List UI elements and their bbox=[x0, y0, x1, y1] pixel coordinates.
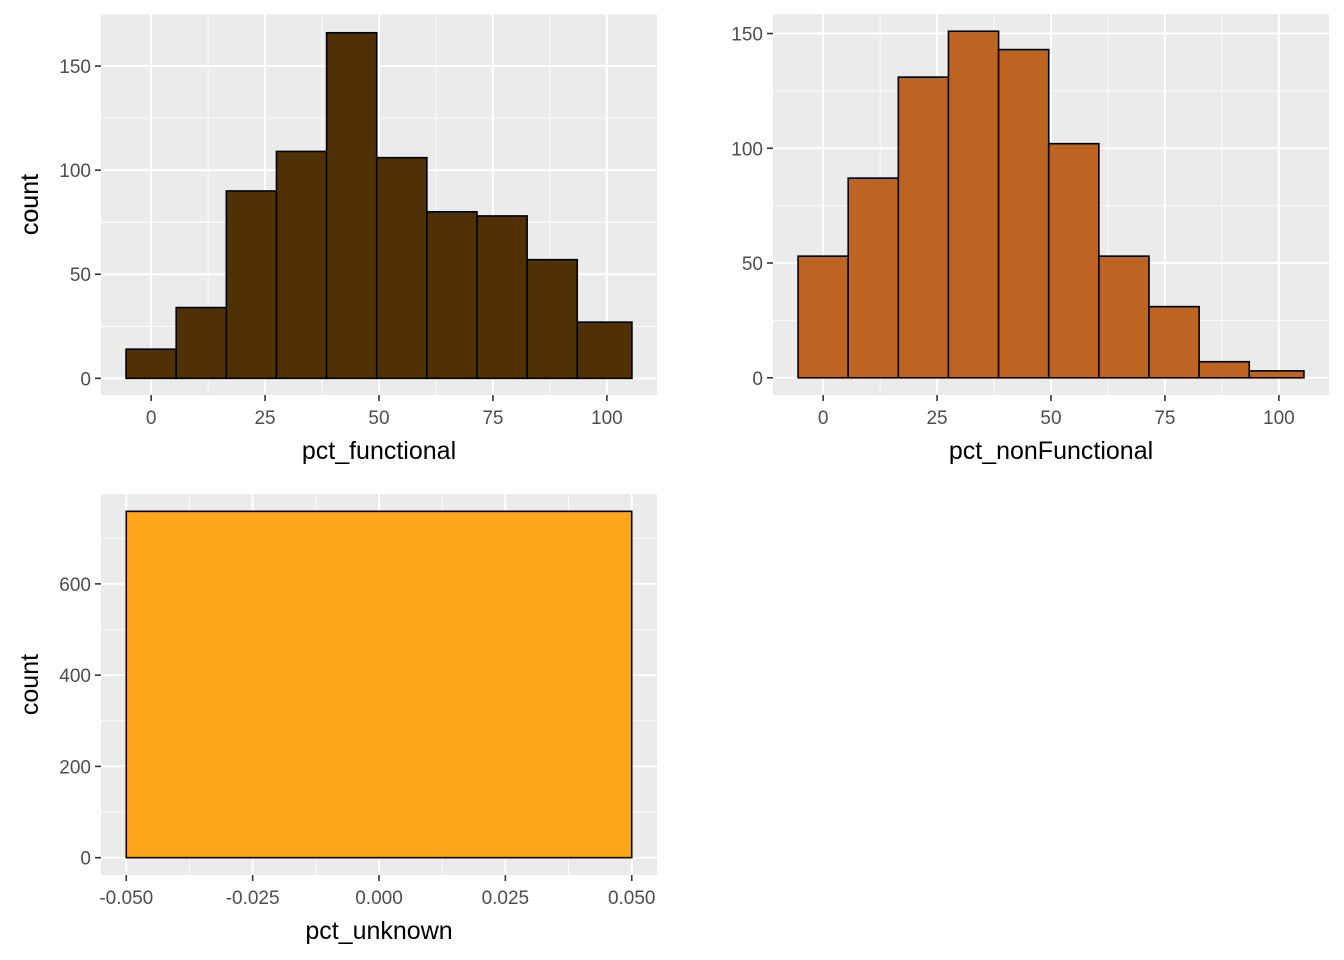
y-tick-label: 0 bbox=[80, 849, 91, 870]
histogram-bar bbox=[897, 76, 950, 379]
y-tick-label: 150 bbox=[731, 25, 763, 46]
x-tick-label: 0 bbox=[818, 408, 829, 429]
histogram-bar bbox=[1098, 255, 1150, 379]
y-tick-label: 0 bbox=[752, 369, 763, 390]
x-tick-label: 50 bbox=[368, 408, 389, 429]
histogram-bar bbox=[847, 177, 900, 379]
histogram-bar bbox=[325, 31, 378, 380]
x-tick-label: 0 bbox=[146, 408, 157, 429]
x-tick-label: 0.000 bbox=[355, 888, 403, 909]
y-tick-label: 400 bbox=[59, 666, 91, 687]
y-tick-label: 0 bbox=[80, 369, 91, 390]
histogram-bar bbox=[576, 321, 633, 380]
histogram-bar bbox=[125, 348, 177, 380]
x-tick-label: 50 bbox=[1040, 408, 1061, 429]
x-axis-title: pct_nonFunctional bbox=[949, 437, 1153, 465]
y-tick-label: 150 bbox=[59, 57, 91, 78]
x-tick-label: 75 bbox=[1154, 408, 1175, 429]
histogram-bar bbox=[125, 510, 633, 859]
y-axis-title: count bbox=[16, 174, 44, 235]
histogram-bar bbox=[225, 190, 278, 380]
y-tick-label: 50 bbox=[70, 265, 91, 286]
histogram-bar bbox=[797, 255, 849, 379]
histogram-bar bbox=[997, 48, 1050, 379]
histogram-bar bbox=[426, 210, 478, 380]
x-tick-label: 0.025 bbox=[482, 888, 530, 909]
histogram-bar bbox=[375, 156, 428, 380]
y-axis-title: count bbox=[16, 174, 44, 235]
histogram-bar bbox=[1198, 360, 1251, 379]
y-tick-label: 100 bbox=[731, 139, 763, 160]
histogram-bar bbox=[947, 30, 1000, 379]
histogram-bar bbox=[275, 150, 328, 380]
histogram-bar bbox=[526, 258, 579, 380]
histogram-bar bbox=[1248, 370, 1305, 379]
histogram-bar bbox=[476, 215, 528, 380]
y-tick-label: 600 bbox=[59, 575, 91, 596]
panel-pct-nonfunctional: 0 25 50 75 100 0 50 100 150 pct_nonFunctional coun… bbox=[16, 14, 1329, 465]
x-tick-label: 100 bbox=[1263, 408, 1295, 429]
x-axis-title: pct_unknown bbox=[305, 917, 452, 945]
y-tick-label: 50 bbox=[742, 254, 763, 275]
histogram-bar bbox=[175, 306, 228, 380]
panel-pct-functional: 0 25 50 75 100 0 50 100 150 pct_functional count bbox=[16, 13, 657, 465]
x-tick-label: 100 bbox=[591, 408, 623, 429]
y-axis-title: count bbox=[16, 654, 44, 715]
histogram-bar bbox=[1047, 142, 1100, 379]
x-tick-label: 25 bbox=[926, 408, 947, 429]
y-tick-label: 100 bbox=[59, 161, 91, 182]
x-tick-label: -0.050 bbox=[99, 888, 153, 909]
x-axis-title: pct_functional bbox=[302, 437, 456, 465]
x-tick-label: 75 bbox=[482, 408, 503, 429]
panel-pct-unknown: -0.050 -0.025 0.000 0.025 0.050 0 200 400 600 pct… bbox=[16, 494, 657, 945]
x-tick-label: -0.025 bbox=[226, 888, 280, 909]
x-tick-label: 25 bbox=[254, 408, 275, 429]
x-tick-label: 0.050 bbox=[608, 888, 656, 909]
y-tick-label: 200 bbox=[59, 757, 91, 778]
histogram-bar bbox=[1148, 305, 1200, 379]
